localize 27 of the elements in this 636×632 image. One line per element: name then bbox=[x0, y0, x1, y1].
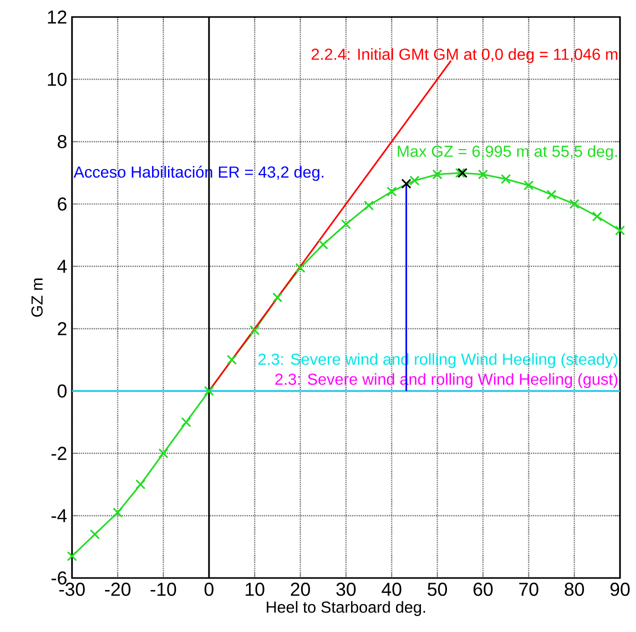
y-tick-label: 8 bbox=[58, 135, 66, 148]
x-tick-label: 90 bbox=[610, 582, 630, 596]
y-tick-label: 10 bbox=[48, 72, 67, 86]
y-tick-label: -6 bbox=[52, 571, 66, 585]
x-tick-label: 40 bbox=[382, 582, 402, 596]
x-axis-title: Heel to Starboard deg. bbox=[266, 601, 426, 616]
y-axis-title: GZ m bbox=[31, 278, 43, 317]
x-tick-label: 0 bbox=[204, 582, 214, 596]
series-label: 2.2.4: Initial GMt GM at 0,0 deg = 11,046 m bbox=[312, 48, 618, 64]
x-tick-label: -10 bbox=[150, 582, 176, 596]
x-tick-label: -30 bbox=[59, 582, 85, 596]
x-tick-label: 70 bbox=[519, 582, 538, 596]
x-tick-label: 30 bbox=[336, 582, 356, 596]
series-label: Max GZ = 6,995 m at 55,5 deg. bbox=[398, 145, 617, 160]
y-tick-label: 4 bbox=[57, 260, 67, 273]
x-tick-label: 10 bbox=[246, 582, 264, 596]
y-tick-label: 2 bbox=[58, 322, 66, 336]
y-tick-label: -2 bbox=[52, 446, 66, 460]
y-tick-label: -4 bbox=[52, 509, 67, 522]
x-tick-label: 80 bbox=[564, 582, 584, 596]
y-tick-label: 12 bbox=[48, 10, 66, 24]
y-tick-label: 6 bbox=[58, 197, 66, 211]
x-tick-label: 20 bbox=[290, 582, 310, 596]
x-tick-label: -20 bbox=[105, 582, 130, 596]
x-tick-label: 60 bbox=[474, 582, 493, 596]
y-tick-label: 0 bbox=[58, 384, 67, 398]
x-tick-label: 50 bbox=[428, 582, 447, 596]
